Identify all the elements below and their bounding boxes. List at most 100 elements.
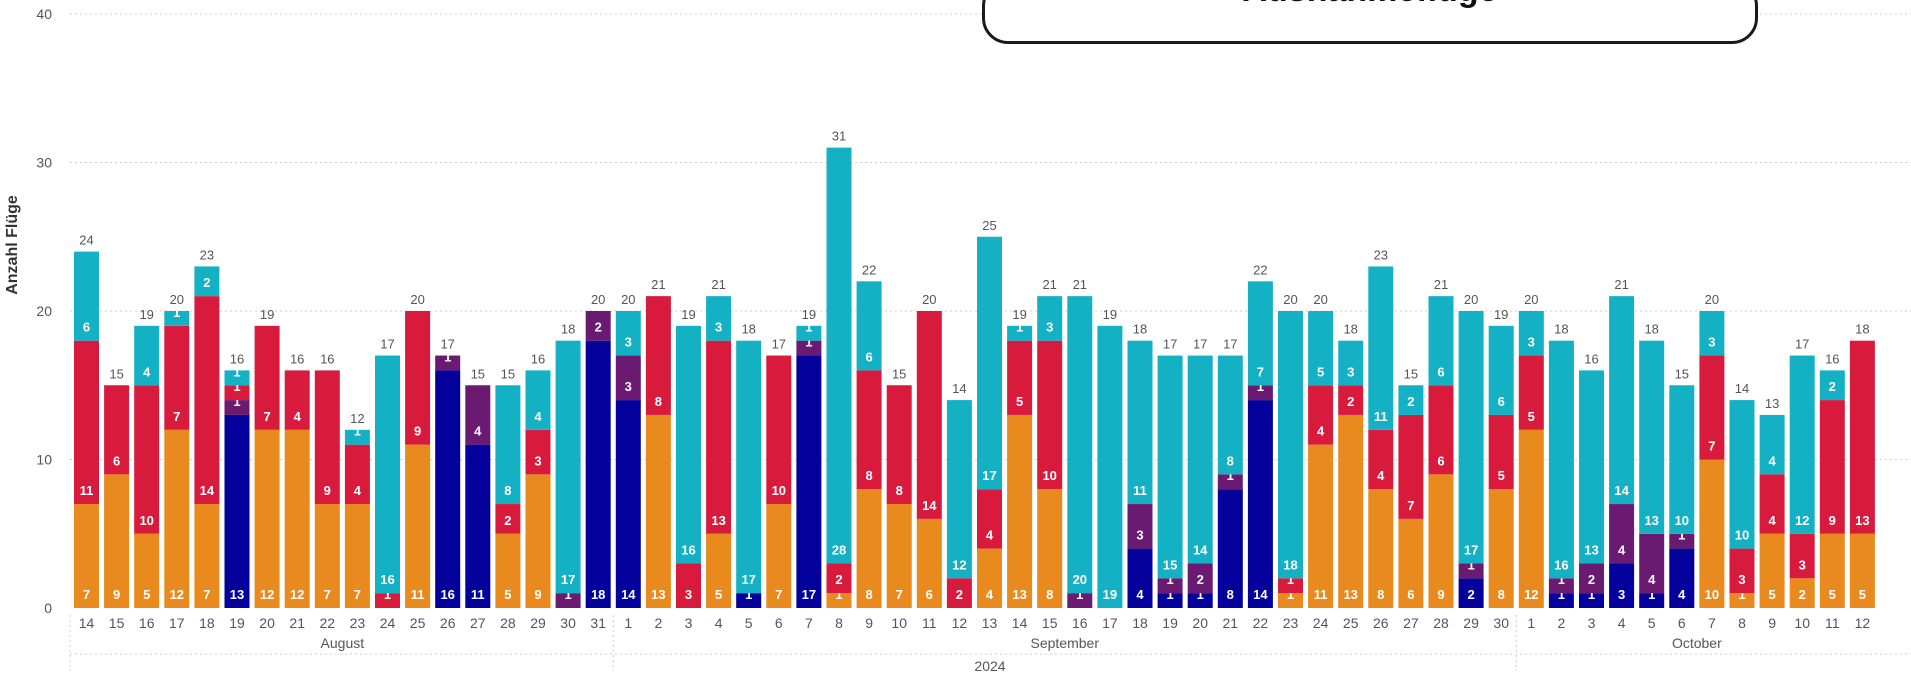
segment-value-label: 1: [805, 335, 812, 350]
x-tick-label: 9: [1768, 615, 1776, 631]
bar-32: 8 10 3 21: [1037, 277, 1063, 608]
bar-segment-purple: [1579, 563, 1604, 594]
segment-value-label: 7: [83, 587, 90, 602]
bar-total-label: 19: [681, 307, 695, 322]
segment-value-label: 8: [504, 483, 511, 498]
segment-value-label: 6: [83, 320, 90, 335]
segment-value-label: 6: [1407, 587, 1414, 602]
segment-value-label: 3: [685, 587, 692, 602]
bar-segment-navy: [1669, 548, 1695, 608]
y-axis-label: Anzahl Flüge: [4, 195, 21, 295]
segment-value-label: 5: [1016, 394, 1023, 409]
bar-segment-red: [676, 563, 701, 608]
bar-1: 9 6 15: [104, 366, 130, 608]
segment-value-label: 6: [1437, 453, 1444, 468]
bar-segment-orange: [1338, 414, 1364, 608]
x-tick-label: 14: [1012, 615, 1028, 631]
segment-value-label: 3: [625, 379, 632, 394]
segment-value-label: 2: [1197, 572, 1204, 587]
bar-19: 13 8 21: [645, 277, 671, 608]
bar-42: 13 2 3 18: [1338, 322, 1364, 608]
bar-35: 4 3 11 18: [1127, 322, 1153, 608]
bar-total-label: 17: [1163, 337, 1177, 352]
segment-value-label: 14: [1614, 483, 1629, 498]
bar-total-label: 17: [1223, 337, 1237, 352]
segment-value-label: 11: [411, 587, 425, 602]
segment-value-label: 12: [952, 557, 966, 572]
segment-value-label: 1: [835, 587, 842, 602]
bar-segment-orange: [1488, 489, 1514, 608]
bar-58: 5 9 2 16: [1819, 351, 1845, 608]
bar-total-label: 18: [561, 322, 575, 337]
bar-total-label: 20: [1464, 292, 1478, 307]
segment-value-label: 8: [865, 587, 872, 602]
segment-value-label: 12: [1795, 513, 1809, 528]
segment-value-label: 1: [564, 587, 571, 602]
segment-value-label: 1: [444, 349, 451, 364]
segment-value-label: 3: [1347, 364, 1354, 379]
bar-total-label: 17: [1193, 337, 1207, 352]
bar-segment-red: [224, 385, 250, 401]
segment-value-label: 9: [534, 587, 541, 602]
segment-value-label: 4: [294, 409, 302, 424]
segment-value-label: 6: [1437, 364, 1444, 379]
bar-segment-navy: [1247, 400, 1273, 608]
bar-segment-orange: [916, 518, 942, 608]
segment-value-label: 11: [1314, 587, 1328, 602]
bar-16: 117 18: [555, 322, 581, 608]
bar-segment-orange: [164, 429, 190, 608]
x-tick-label: 19: [229, 615, 245, 631]
x-tick-label: 18: [199, 615, 215, 631]
segment-value-label: 8: [1046, 587, 1053, 602]
bar-total-label: 24: [79, 233, 93, 248]
x-tick-label: 30: [560, 615, 576, 631]
y-tick-label: 20: [36, 303, 52, 319]
bar-total-label: 16: [531, 351, 545, 366]
x-tick-label: 19: [1162, 615, 1178, 631]
segment-value-label: 13: [1855, 513, 1869, 528]
bars: 7116249615510419127120714223131111612719…: [74, 129, 1875, 608]
segment-value-label: 4: [354, 483, 362, 498]
bar-segment-orange: [405, 444, 431, 608]
bar-segment-teal: [1157, 355, 1183, 579]
segment-value-label: 4: [1136, 587, 1144, 602]
bar-52: 14 13 18: [1639, 322, 1665, 608]
bar-segment-orange: [1819, 533, 1845, 608]
bar-segment-orange: [254, 429, 280, 608]
segment-value-label: 20: [1073, 572, 1087, 587]
bar-total-label: 19: [260, 307, 274, 322]
bar-segment-teal: [1097, 325, 1123, 608]
x-tick-label: 14: [79, 615, 95, 631]
bar-segment-orange: [1398, 518, 1424, 608]
bar-segment-red: [645, 296, 671, 415]
bar-18: 14 3 3 20: [615, 292, 641, 608]
bar-segment-navy: [585, 340, 611, 608]
y-tick-label: 10: [36, 452, 52, 468]
segment-value-label: 2: [956, 587, 963, 602]
bar-segment-red: [164, 325, 190, 430]
segment-value-label: 15: [1163, 557, 1177, 572]
bar-total-label: 20: [621, 292, 635, 307]
bar-segment-teal: [826, 147, 852, 564]
bar-segment-purple: [1247, 385, 1273, 401]
bar-51: 3 4 14 21: [1609, 277, 1635, 608]
segment-value-label: 7: [324, 587, 331, 602]
x-tick-label: 3: [1588, 615, 1596, 631]
bar-total-label: 19: [139, 307, 153, 322]
segment-value-label: 2: [203, 275, 210, 290]
bar-segment-orange: [645, 414, 671, 608]
bar-total-label: 20: [1705, 292, 1719, 307]
segment-value-label: 1: [1166, 587, 1173, 602]
x-tick-label: 30: [1493, 615, 1509, 631]
segment-value-label: 2: [1799, 587, 1806, 602]
segment-value-label: 18: [1283, 557, 1297, 572]
bar-segment-navy: [1187, 593, 1213, 608]
segment-value-label: 1: [384, 587, 391, 602]
bar-segment-teal: [1488, 325, 1514, 415]
bar-total-label: 23: [1374, 247, 1388, 262]
x-tick-label: 28: [1433, 615, 1449, 631]
bar-segment-teal: [946, 400, 972, 579]
bar-segment-teal: [1428, 296, 1454, 386]
x-tick-label: 10: [891, 615, 907, 631]
